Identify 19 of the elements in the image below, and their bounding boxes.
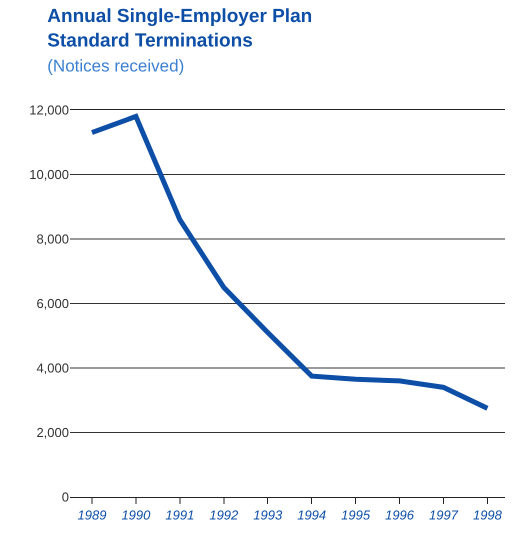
y-tick-label: 12,000 — [29, 102, 69, 118]
y-tick-label: 4,000 — [36, 360, 69, 376]
x-tick-label: 1991 — [165, 508, 194, 523]
x-tick-label: 1998 — [472, 508, 503, 523]
x-tick-label: 1995 — [341, 508, 371, 523]
y-tick-label: 8,000 — [36, 232, 69, 247]
x-tick-label: 1990 — [121, 508, 152, 523]
y-tick-label: 0 — [62, 490, 69, 505]
x-tick-label: 1993 — [253, 508, 283, 523]
x-tick-label: 1994 — [297, 508, 326, 523]
chart-title: Annual Single-Employer Plan Standard Terminations — [47, 6, 312, 52]
y-tick-label: 2,000 — [36, 425, 69, 440]
y-tick-label: 6,000 — [36, 296, 69, 312]
x-tick-label: 1989 — [78, 508, 106, 523]
chart-subtitle: (Notices received) — [47, 56, 184, 76]
x-tick-label: 1996 — [385, 508, 415, 523]
y-tick-label: 10,000 — [29, 167, 69, 182]
x-tick-label: 1997 — [429, 508, 459, 523]
x-tick-label: 1992 — [209, 508, 240, 523]
